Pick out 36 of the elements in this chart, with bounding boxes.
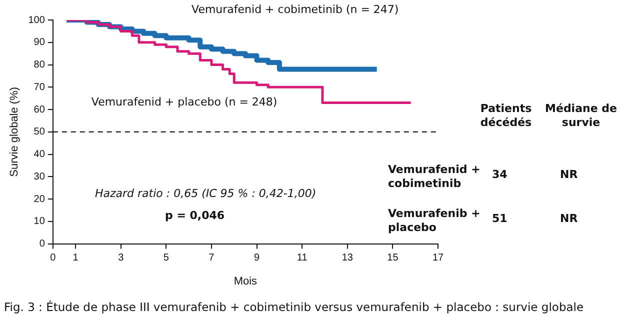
text: Vemurafenid + cobimetinib (n = 247) xyxy=(192,2,399,16)
y-tick-label: 60 xyxy=(34,104,46,116)
annotation: p = 0,046 xyxy=(165,209,225,223)
y-tick-label: 20 xyxy=(34,194,46,205)
caption: Fig. 3 : Étude de phase III vemurafenib + cobimetinib versus vemurafenib + placebo : survie globale xyxy=(4,300,585,314)
x-tick-label: 1 xyxy=(72,252,79,264)
y-tick-label: 100 xyxy=(28,14,46,26)
y-tick-label: 30 xyxy=(34,171,46,182)
y-tick-label: 40 xyxy=(34,149,46,160)
x-tick-label: 13 xyxy=(342,252,354,264)
x-tick-label: 0 xyxy=(50,252,56,264)
y-axis-title: Survie globale (%) xyxy=(8,86,21,177)
text: 34 xyxy=(492,168,508,182)
text: Médiane de survie xyxy=(545,102,617,130)
text: NR xyxy=(560,212,578,226)
y-tick-label: 90 xyxy=(34,37,46,48)
text: NR xyxy=(560,168,578,182)
text: 51 xyxy=(492,212,508,226)
annotation: Vemurafenid + cobimetinib xyxy=(388,163,482,191)
x-axis-title: Mois xyxy=(234,275,258,288)
x-tick-label: 3 xyxy=(118,252,124,264)
x-tick-label: 11 xyxy=(296,252,308,264)
series-label: Vemurafenid + placebo (n = 248) xyxy=(91,96,278,109)
x-tick-label: 5 xyxy=(163,252,170,264)
annotation: Hazard ratio : 0,65 (IC 95 % : 0,42-1,00) xyxy=(95,187,316,201)
y-tick-label: 70 xyxy=(34,82,46,93)
x-tick-label: 9 xyxy=(254,252,260,264)
x-tick-label: 7 xyxy=(208,252,215,264)
y-tick-label: 10 xyxy=(34,216,46,228)
y-tick-label: 80 xyxy=(34,60,46,71)
y-tick-label: 50 xyxy=(34,126,46,138)
y-tick-label: 0 xyxy=(39,238,46,250)
text: Patients décédés xyxy=(479,102,533,130)
x-tick-label: 17 xyxy=(432,252,444,264)
annotation: Vemurafenib + placebo xyxy=(388,207,482,235)
x-tick-label: 15 xyxy=(387,252,399,264)
